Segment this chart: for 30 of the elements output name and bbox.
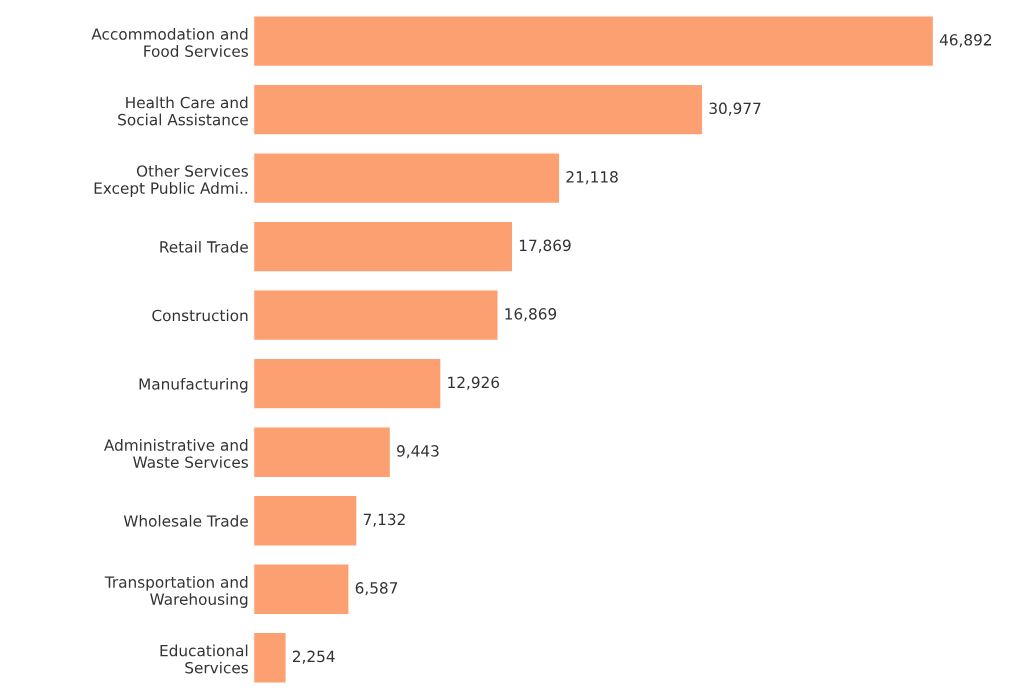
data-label: 21,118 xyxy=(566,171,618,185)
data-label: 12,926 xyxy=(448,376,500,390)
y-tick-label: Retail Trade xyxy=(160,240,248,253)
data-label: 7,132 xyxy=(363,513,405,527)
bar xyxy=(253,357,442,410)
bar xyxy=(253,563,350,616)
y-tick-label: Administrative and Waste Services xyxy=(104,439,248,468)
bar xyxy=(253,15,935,68)
y-tick-label: Educational Services xyxy=(160,644,248,674)
y-tick-label: Manufacturing xyxy=(139,377,248,393)
data-label: 46,892 xyxy=(939,34,992,48)
y-tick-label: Wholesale Trade xyxy=(123,514,248,527)
bar xyxy=(253,631,287,684)
data-label: 17,869 xyxy=(519,239,571,253)
bar xyxy=(253,426,392,479)
y-tick-label: Health Care and Social Assistance xyxy=(118,96,248,126)
bar xyxy=(253,152,561,205)
bar xyxy=(253,220,514,273)
data-label: 9,443 xyxy=(397,445,439,459)
y-tick-label: Transportation and Warehousing xyxy=(104,576,248,608)
bar xyxy=(253,83,704,136)
bar xyxy=(253,494,358,547)
data-label: 2,254 xyxy=(292,650,335,664)
y-tick-label: Construction xyxy=(152,309,248,322)
y-tick-label: Other Services Except Public Admi.. xyxy=(94,164,248,197)
data-label: 6,587 xyxy=(355,582,398,596)
data-label: 30,977 xyxy=(709,102,761,116)
bar xyxy=(253,289,499,342)
y-tick-label: Accommodation and Food Services xyxy=(91,27,248,57)
data-label: 16,869 xyxy=(505,308,557,322)
